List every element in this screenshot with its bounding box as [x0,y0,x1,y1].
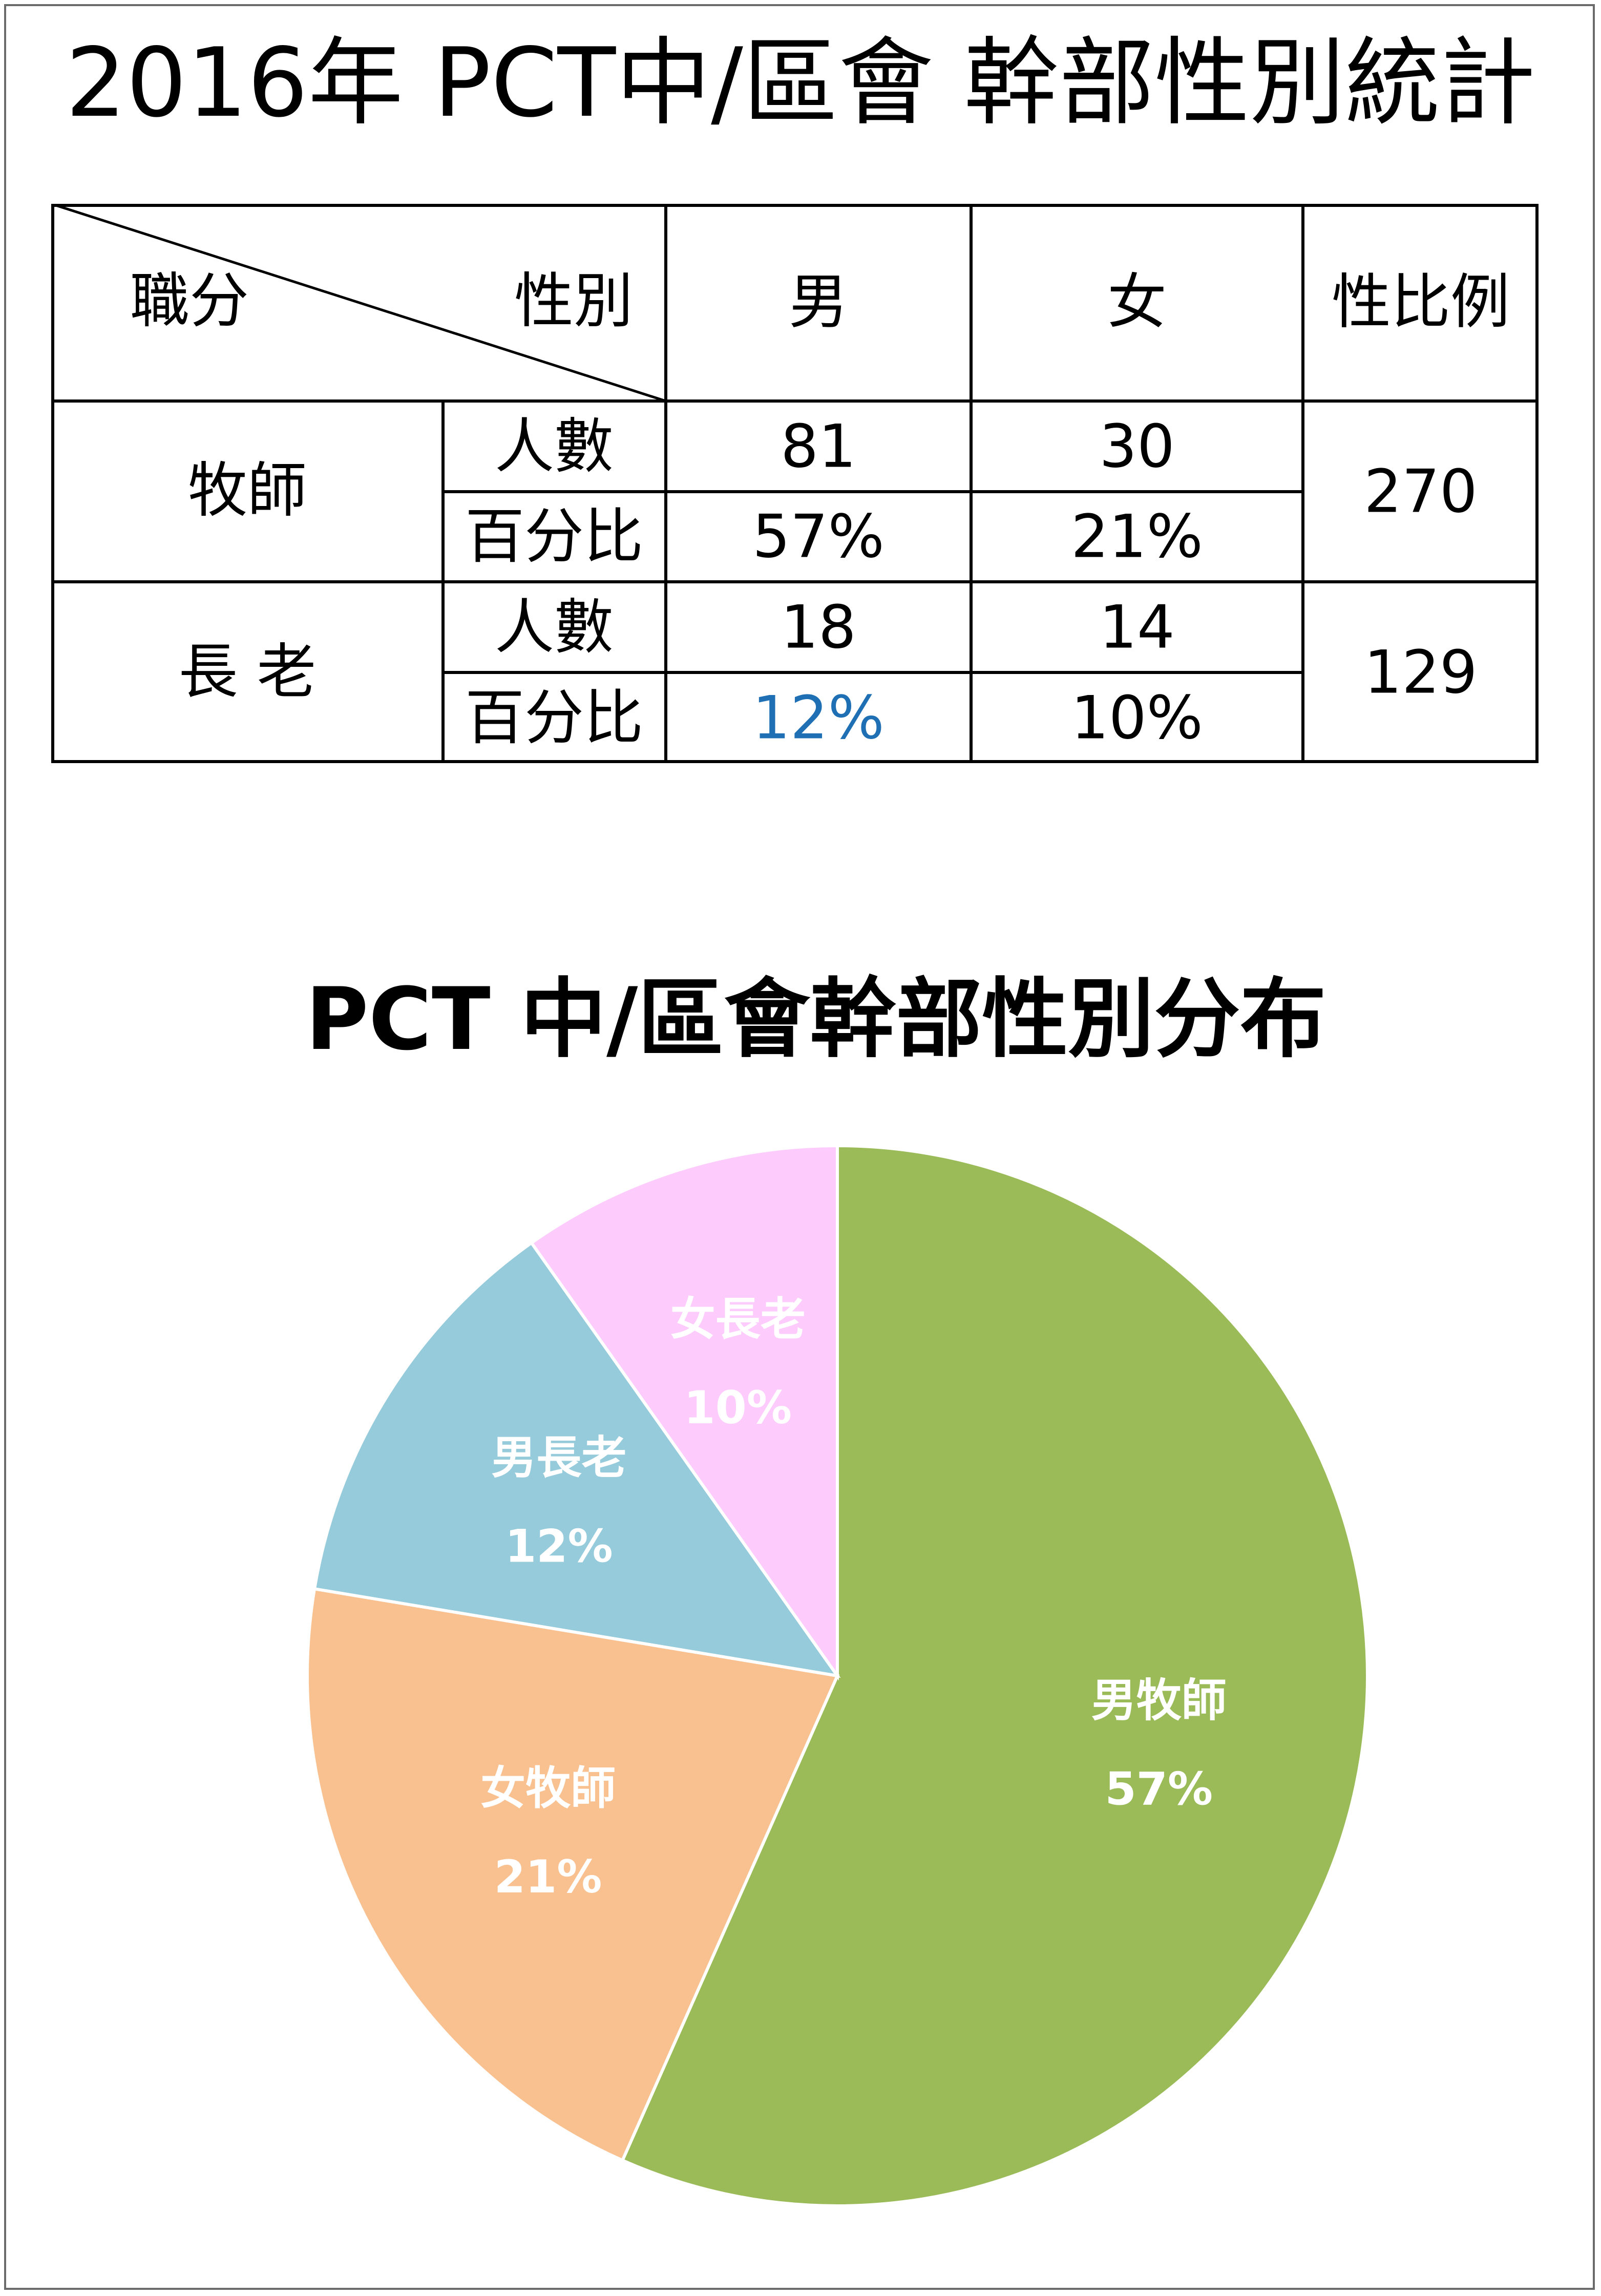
pie-slice-label: 男牧師 [1091,1674,1227,1726]
stats-table: 職分 性別 男 女 性比例 牧師 人數 81 30 百分比 57% 21% 27… [51,204,1539,763]
cell-elder-male-percent: 12% [752,684,884,753]
cell-pastor-female-percent: 21% [1071,502,1203,572]
cell-elder-male-count: 18 [781,593,856,662]
pie-slice-4 [529,1144,839,1681]
pie-slice-3 [312,1240,841,1678]
row-role-pastor: 牧師 [188,456,307,525]
col-header-ratio: 性比例 [1332,268,1510,337]
pie-slice-percent-label: 21% [494,1850,602,1903]
row-label-count: 人數 [495,412,614,481]
pie-slice-percent-label: 10% [684,1381,792,1434]
table-grid [51,204,1539,763]
corner-col-label: 性別 [514,267,633,336]
corner-row-label: 職分 [130,267,249,336]
pie-slice-1 [620,1144,1369,2207]
pie-slice-2 [306,1587,840,2163]
cell-pastor-female-count: 30 [1099,412,1175,481]
cell-pastor-male-percent: 57% [752,502,884,572]
pie-slice-percent-label: 12% [505,1520,613,1573]
cell-elder-ratio: 129 [1364,638,1477,707]
pie-slice-label: 女牧師 [480,1762,616,1815]
page-title: 2016年 PCT中/區會 幹部性別統計 [66,27,1535,138]
row-label-count: 人數 [495,593,614,662]
corner-diagonal [51,204,666,403]
row-label-percent: 百分比 [465,684,643,753]
pie-slice-label: 女長老 [670,1293,806,1345]
cell-elder-female-percent: 10% [1071,684,1203,753]
row-label-percent: 百分比 [465,502,643,572]
chart-title: PCT 中/區會幹部性別分布 [305,969,1326,1069]
row-role-elder: 長 老 [179,638,317,707]
col-header-male: 男 [789,268,848,337]
page-frame [4,4,1595,2290]
pie-chart: 男牧師 57% 女牧師 21% 男長老 12% 女長老 10% [306,1144,1369,2207]
col-header-female: 女 [1107,268,1167,337]
cell-elder-female-count: 14 [1099,593,1175,662]
pie-slice-percent-label: 57% [1105,1762,1213,1815]
cell-pastor-ratio: 270 [1364,457,1477,526]
cell-pastor-male-count: 81 [781,412,856,481]
pie-slice-label: 男長老 [491,1431,626,1484]
